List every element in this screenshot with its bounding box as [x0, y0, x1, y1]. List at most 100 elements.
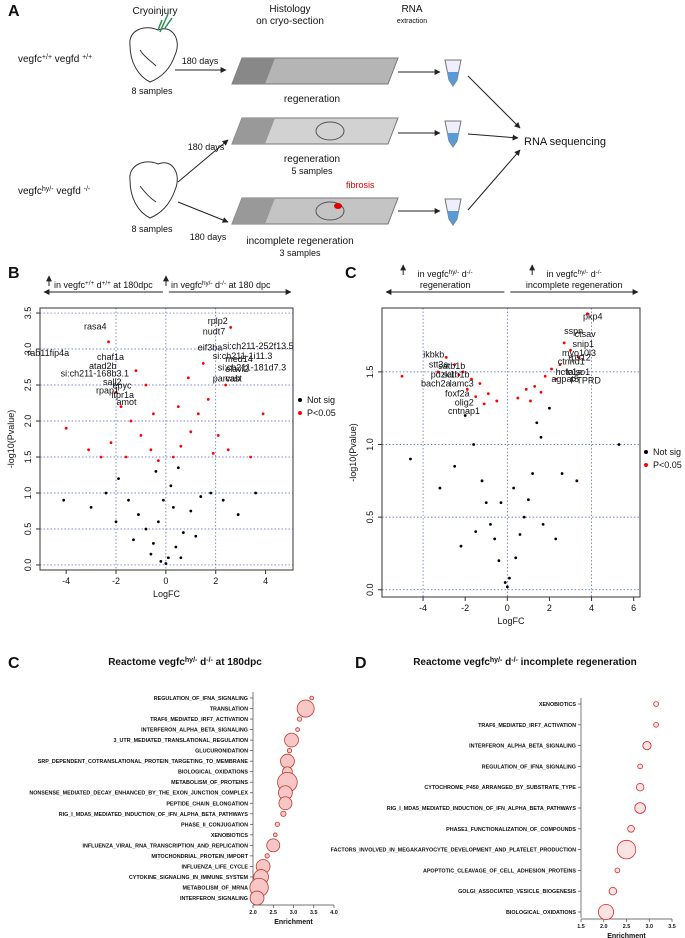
bubble [280, 810, 287, 817]
point [89, 505, 93, 509]
text-part: vegfd [54, 186, 84, 197]
point [495, 399, 499, 403]
point [114, 390, 118, 394]
gene-label: parvab [213, 373, 241, 383]
bubble [637, 763, 643, 770]
point [176, 405, 180, 409]
bubble [309, 695, 315, 701]
y-tick-label: 3.0 [23, 343, 33, 356]
category-label: PHASE1_FUNCTIONALIZATION_OF_COMPOUNDS [446, 827, 576, 833]
legend-marker [298, 398, 302, 402]
legend-label: Not sig [653, 447, 681, 457]
point [129, 419, 133, 423]
header: in vegfchy/- d-/- at 180 dpc [171, 280, 271, 291]
point [503, 581, 507, 584]
category-label: MITOCHONDRIAL_PROTEIN_IMPORT [151, 854, 248, 860]
gene-label: satb1b [438, 361, 465, 371]
point [152, 541, 155, 545]
point [174, 545, 178, 549]
gene-label: cast [225, 373, 242, 383]
genotype: vegfc+/+ vegfd +/+ [18, 54, 92, 66]
superscript: -/- [84, 186, 91, 193]
point [139, 434, 143, 437]
point [436, 370, 440, 374]
point [472, 443, 476, 446]
gene-label: foxf2a [445, 389, 470, 399]
heart-icon [129, 161, 178, 219]
plot-frame [381, 307, 641, 598]
slide-label: incomplete regeneration [246, 236, 353, 247]
y-tick-label: 0.5 [365, 511, 375, 524]
point [64, 426, 68, 430]
bubble [598, 904, 615, 920]
gene-label: amot [116, 397, 137, 407]
category-label: INTERFERON_SIGNALING [180, 896, 248, 902]
slide [231, 197, 399, 225]
point [453, 464, 457, 468]
x-tick-label: 0 [505, 603, 510, 613]
point [181, 531, 185, 534]
x-axis-label: Enrichment [607, 933, 646, 938]
text-part: d [502, 657, 511, 668]
gene-label: sspn [564, 326, 583, 336]
point [457, 373, 461, 377]
point [459, 544, 463, 548]
chart-title: Reactome vegfchy/- d-/- incomplete regen… [413, 657, 637, 669]
legend-label: P<0.05 [307, 408, 336, 418]
tube [444, 120, 462, 148]
gene-label: rps12 [568, 352, 591, 362]
slide-label: regeneration [284, 94, 340, 105]
point [465, 387, 469, 391]
superscript: hy/- [490, 657, 503, 664]
y-axis-label: -log10(Pvalue) [348, 423, 358, 482]
point [171, 455, 175, 459]
y-tick-label: 2.0 [23, 415, 33, 428]
category-label: BIOLOGICAL_OXIDATIONS [178, 770, 248, 776]
point [539, 390, 543, 394]
header: in vegfchy/- d-/- [547, 269, 602, 280]
x-tick-label: 4.0 [330, 910, 338, 916]
panel-letter: C [8, 655, 20, 672]
slide [231, 117, 399, 145]
point [516, 396, 520, 400]
point [560, 472, 564, 475]
point [543, 374, 547, 378]
category-label: SRP_DEPENDENT_COTRANSLATIONAL_PROTEIN_TA… [38, 759, 249, 765]
legend-marker [644, 450, 648, 454]
point [512, 486, 516, 490]
x-tick-label: 3.0 [646, 924, 654, 930]
point [575, 479, 579, 483]
samples: 8 samples [131, 224, 173, 234]
y-tick-label: 3.5 [23, 307, 33, 320]
gene-label: rpap1 [96, 386, 119, 396]
superscript: hy/- [449, 269, 460, 276]
bubble [296, 699, 315, 718]
category-label: XENOBIOTICS [211, 833, 249, 839]
point [497, 559, 501, 563]
text-part: d [197, 657, 206, 668]
point [505, 585, 509, 589]
days: 180 days [190, 232, 227, 242]
point [199, 495, 203, 498]
legend-marker [298, 411, 302, 415]
category-label: METABOLISM_OF_PROTEINS [171, 780, 248, 786]
gene-label: si:ch211-252f13.5 [223, 341, 294, 351]
bubble [284, 732, 299, 748]
point [152, 412, 155, 416]
text-part: d [588, 269, 596, 279]
point [119, 405, 123, 409]
superscript: -/- [467, 269, 473, 276]
bubble [635, 783, 645, 792]
point [104, 491, 108, 495]
superscript: -/- [511, 657, 518, 664]
point [400, 374, 404, 378]
category-label: REGULATION_OF_IFNA_SIGNALING [154, 696, 248, 702]
point [535, 421, 539, 425]
x-axis-label: LogFC [153, 589, 181, 599]
y-tick-label: 1.0 [23, 487, 33, 500]
arrow [467, 75, 521, 129]
point [221, 498, 225, 502]
y-tick-label: 0.0 [365, 583, 375, 596]
category-label: PHASE_II_CONJUGATION [181, 822, 248, 828]
gene-label: olig2 [455, 397, 474, 407]
